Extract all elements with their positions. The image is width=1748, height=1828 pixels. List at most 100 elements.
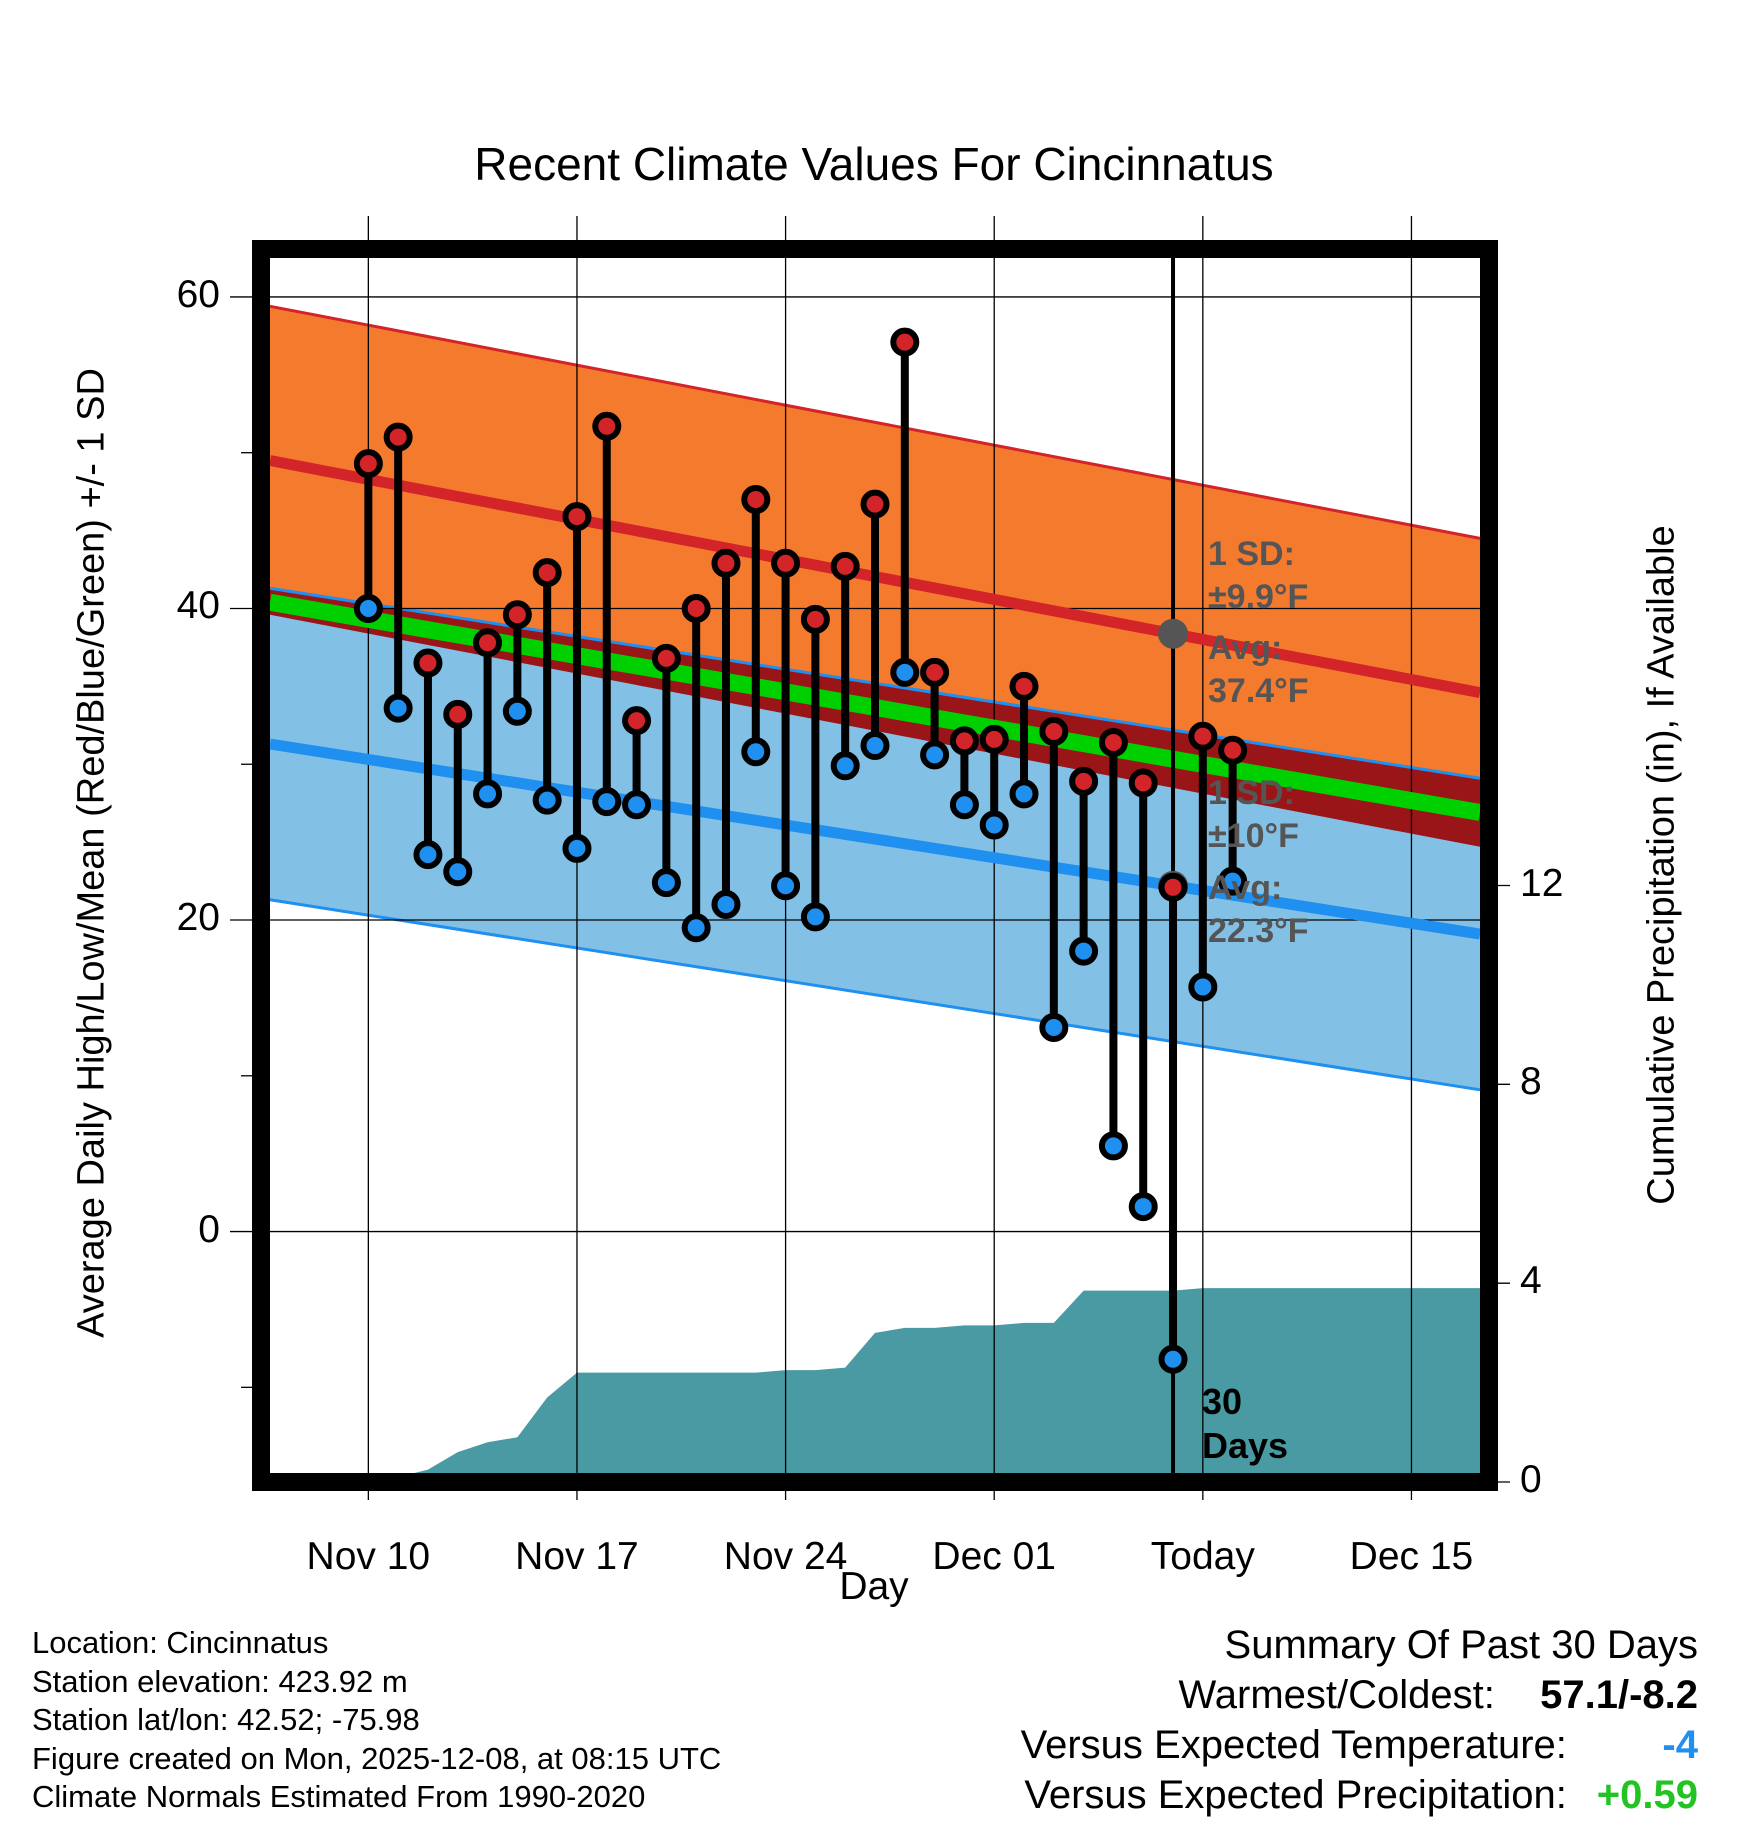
observed-high-point <box>1158 872 1188 902</box>
station-info: Location: Cincinnatus Station elevation:… <box>32 1624 721 1817</box>
observed-low-point <box>1009 779 1039 809</box>
summary-warm-cold: Warmest/Coldest: 57.1/-8.2 <box>1021 1670 1699 1720</box>
observed-low-point <box>383 693 413 723</box>
y2-axis-label: Cumulative Precipitation (in), If Availa… <box>1640 525 1683 1205</box>
observed-high-point <box>1098 727 1128 757</box>
observed-high-point <box>1039 717 1069 747</box>
observed-high-point <box>1128 768 1158 798</box>
observed-low-point <box>741 737 771 767</box>
low-band-lower-edge <box>269 898 1481 1092</box>
observed-low-point <box>651 868 681 898</box>
observed-low-point <box>920 740 950 770</box>
observed-high-point <box>949 726 979 756</box>
summary-precip: Versus Expected Precipitation: +0.59 <box>1021 1770 1698 1820</box>
observed-high-point <box>353 449 383 479</box>
x-tick-label: Nov 17 <box>515 1535 639 1578</box>
observed-low-point <box>353 593 383 623</box>
high-sd-annotation: 1 SD: ±9.9°F <box>1208 535 1309 616</box>
observed-high-point <box>830 551 860 581</box>
observed-low-point <box>1128 1192 1158 1222</box>
observed-high-point <box>473 628 503 658</box>
observed-low-point <box>1098 1131 1128 1161</box>
observed-low-point <box>1218 866 1248 896</box>
temp-label: Versus Expected Temperature: <box>1020 1723 1567 1767</box>
today-high-avg-marker <box>1158 618 1189 649</box>
warm-cold-label: Warmest/Coldest: <box>1178 1673 1495 1717</box>
y-tick-label: 40 <box>176 584 220 628</box>
chart-title: Recent Climate Values For Cincinnatus <box>474 138 1274 190</box>
x-tick-label: Nov 24 <box>723 1535 848 1578</box>
observed-high-point <box>502 600 532 630</box>
y2-tick-label: 8 <box>1520 1060 1542 1104</box>
observed-low-point <box>562 833 592 863</box>
observed-high-point <box>800 604 830 634</box>
y-axis-label: Average Daily High/Low/Mean (Red/Blue/Gr… <box>70 368 113 1338</box>
observed-high-point <box>920 657 950 687</box>
observed-high-point <box>771 548 801 578</box>
high-avg-annotation: Avg: 37.4°F <box>1208 629 1309 710</box>
observed-high-point <box>1188 721 1218 751</box>
latlon-text: Station lat/lon: 42.52; -75.98 <box>32 1702 420 1737</box>
y2-tick-label: 12 <box>1520 861 1564 905</box>
observed-low-point <box>592 787 622 817</box>
observed-low-point <box>413 840 443 870</box>
observed-low-point <box>502 696 532 726</box>
observed-high-point <box>741 484 771 514</box>
location-text: Location: Cincinnatus <box>32 1625 329 1660</box>
low-sd-annotation: 1 SD: ±10°F <box>1208 774 1299 855</box>
y2-tick-label: 4 <box>1520 1259 1542 1303</box>
y-tick-label: 60 <box>176 272 220 316</box>
observed-low-point <box>473 779 503 809</box>
observed-high-point <box>1069 766 1099 796</box>
y-tick-label: 0 <box>198 1207 220 1251</box>
observed-low-point <box>711 889 741 919</box>
observed-high-point <box>562 502 592 532</box>
summary-temp: Versus Expected Temperature: -4 <box>1021 1720 1698 1770</box>
observed-high-point <box>1009 671 1039 701</box>
high-band-upper-edge <box>269 304 1481 540</box>
x-tick-label: Today <box>1150 1535 1255 1578</box>
precip-label: Versus Expected Precipitation: <box>1024 1773 1567 1817</box>
observed-high-point <box>979 724 1009 754</box>
observed-low-point <box>830 751 860 781</box>
observed-high-point <box>532 558 562 588</box>
observed-high-point <box>651 643 681 673</box>
low-avg-annotation: Avg: 22.3°F <box>1208 869 1309 950</box>
y2-tick-label: 0 <box>1520 1458 1542 1501</box>
observed-low-point <box>1039 1013 1069 1042</box>
plot-frame <box>252 240 1498 1491</box>
observed-low-point <box>532 785 562 815</box>
x-tick-label: Dec 01 <box>932 1535 1056 1578</box>
precip-value: +0.59 <box>1596 1773 1698 1817</box>
summary-panel: Summary Of Past 30 Days Warmest/Coldest:… <box>1021 1620 1698 1820</box>
observed-low-point <box>890 657 920 687</box>
observed-low-point <box>979 810 1009 840</box>
temp-value: -4 <box>1662 1723 1698 1767</box>
created-text: Figure created on Mon, 2025-12-08, at 08… <box>32 1740 722 1776</box>
x-axis-label: Day <box>839 1565 909 1608</box>
observed-high-point <box>890 327 920 357</box>
normals-text: Climate Normals Estimated From 1990-2020 <box>32 1779 646 1814</box>
observed-high-point <box>622 706 652 736</box>
observed-low-point <box>1158 1344 1188 1374</box>
summary-title: Summary Of Past 30 Days <box>1224 1623 1698 1667</box>
observed-low-point <box>771 871 801 901</box>
observed-high-point <box>681 593 711 623</box>
observed-high-point <box>413 648 443 678</box>
observed-low-point <box>949 790 979 820</box>
observed-high-point <box>443 699 473 729</box>
observed-low-point <box>443 857 473 887</box>
x-tick-label: Nov 10 <box>306 1535 431 1578</box>
observed-low-point <box>622 790 652 820</box>
observed-low-point <box>1188 972 1218 1002</box>
observed-high-point <box>592 411 622 441</box>
observed-high-point <box>1218 735 1248 765</box>
observed-low-point <box>800 902 830 932</box>
normal-low-line <box>269 738 1481 940</box>
x-tick-label: Dec 15 <box>1349 1535 1474 1578</box>
window-annotation: 30 Days <box>1202 1381 1289 1466</box>
elevation-text: Station elevation: 423.92 m <box>32 1663 408 1699</box>
cumulative-precip-area <box>270 1288 1480 1482</box>
observed-high-point <box>860 489 890 519</box>
